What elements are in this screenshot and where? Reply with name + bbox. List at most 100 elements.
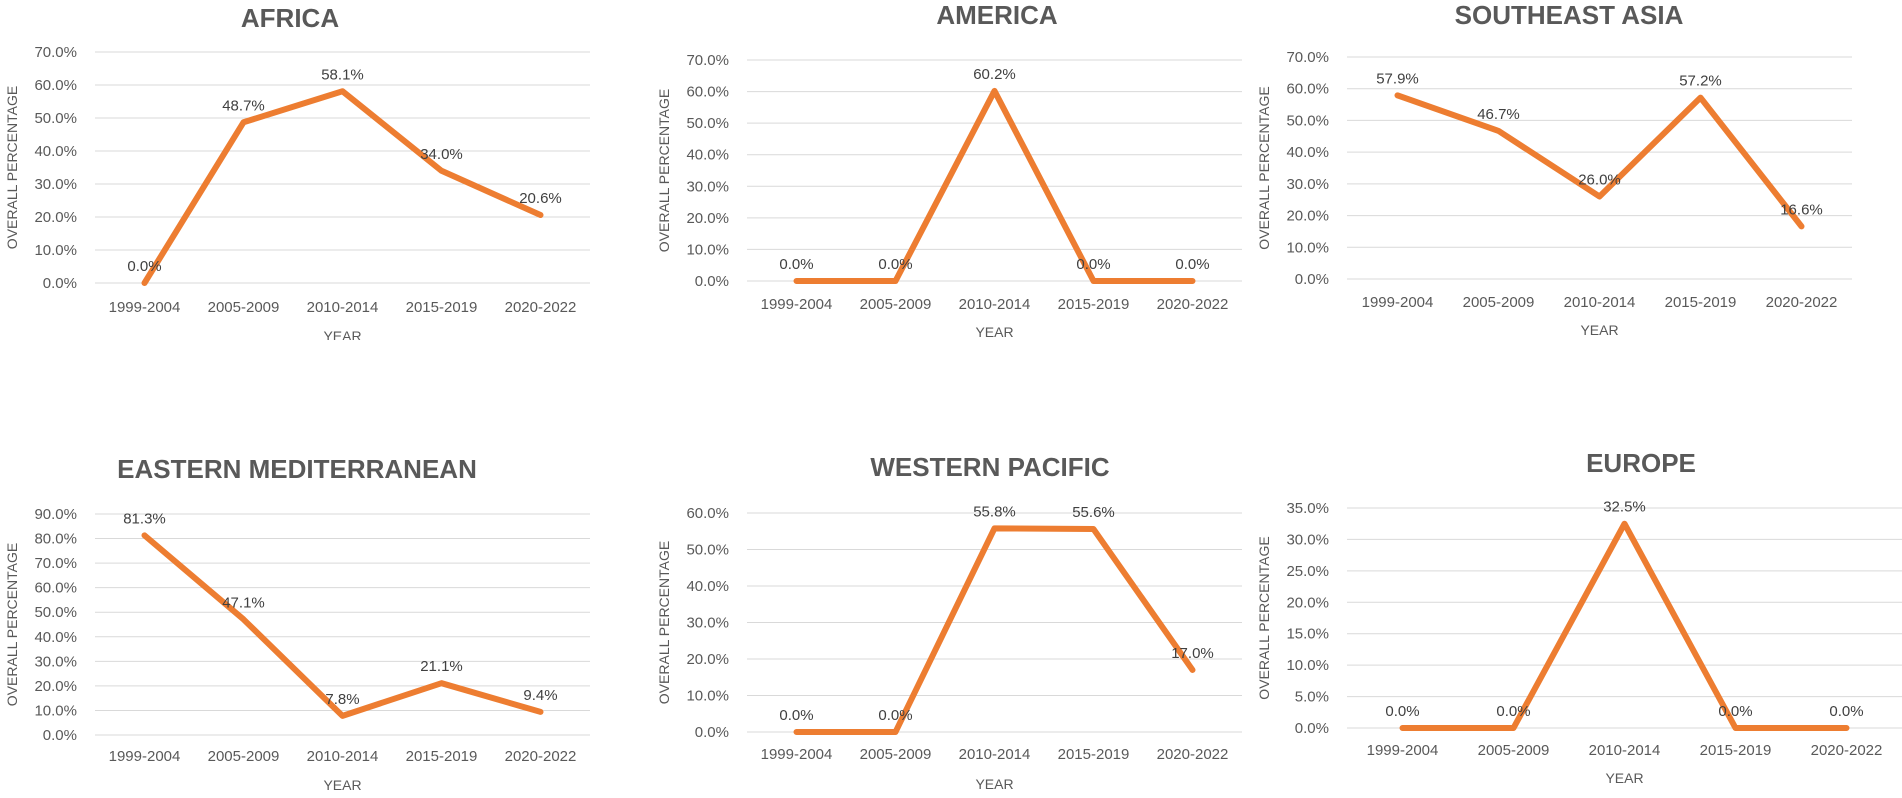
x-tick-label: 2015-2019 [1700,742,1772,759]
data-label: 0.0% [1496,703,1530,720]
data-label: 26.0% [1578,172,1621,189]
y-tick-label: 10.0% [1286,657,1329,674]
x-tick-label: 1999-2004 [109,299,181,316]
y-tick-label: 70.0% [1286,49,1329,66]
x-tick-label: 2020-2022 [1157,746,1229,763]
x-tick-label: 2020-2022 [1811,742,1883,759]
y-tick-label: 40.0% [686,147,729,164]
series-line [1399,520,1850,731]
data-label: 34.0% [420,146,463,163]
y-tick-label: 30.0% [686,615,729,632]
x-tick-label: 1999-2004 [761,746,833,763]
y-axis-label: OVERALL PERCENTAGE [656,89,672,252]
chart-title: SOUTHEAST ASIA [1455,0,1684,30]
y-tick-label: 5.0% [1295,689,1329,706]
data-label: 20.6% [519,190,562,207]
chart-title: AFRICA [241,3,339,33]
chart-svg: 0.0% 5.0% 10.0% 15.0% 20.0% 25.0% 30.0% 35.0% 19… [1256,448,1902,786]
y-tick-label: 10.0% [34,242,77,259]
y-tick-label: 50.0% [34,604,77,621]
y-axis-label: OVERALL PERCENTAGE [1256,86,1272,249]
chart-title: EASTERN MEDITERRANEAN [117,454,477,484]
x-tick-label: 2005-2009 [860,296,932,313]
data-label: 7.8% [325,691,359,708]
chart-europe: 0.0% 5.0% 10.0% 15.0% 20.0% 25.0% 30.0% 35.0% 19… [1252,448,1902,798]
series-line [141,532,544,719]
data-label: 0.0% [878,707,912,724]
x-tick-label: 1999-2004 [1367,742,1439,759]
chart-title: WESTERN PACIFIC [870,452,1110,482]
x-axis-label: YEAR [1605,770,1643,786]
chart-svg: 0.0% 10.0% 20.0% 30.0% 40.0% 50.0% 60.0% 70.0% 1… [1256,0,1852,338]
data-label: 55.6% [1072,504,1115,521]
y-tick-label: 0.0% [43,727,77,744]
x-tick-label: 2010-2014 [1589,742,1661,759]
y-axis-label: OVERALL PERCENTAGE [4,543,20,706]
data-label: 60.2% [973,66,1016,83]
y-tick-label: 50.0% [686,542,729,559]
y-tick-label: 30.0% [1286,531,1329,548]
y-tick-label: 10.0% [34,702,77,719]
data-label: 57.9% [1376,70,1419,87]
x-tick-label: 2005-2009 [860,746,932,763]
data-label: 47.1% [222,594,265,611]
chart-western-pacific: 0.0% 10.0% 20.0% 30.0% 40.0% 50.0% 60.0% 1999-2… [652,448,1252,798]
y-tick-label: 30.0% [1286,176,1329,193]
series-line [1394,92,1805,230]
data-label: 46.7% [1477,106,1520,123]
data-label: 17.0% [1171,645,1214,662]
y-tick-label: 20.0% [686,651,729,668]
data-label: 21.1% [420,658,463,675]
y-tick-label: 50.0% [34,110,77,127]
x-tick-label: 2015-2019 [1058,296,1130,313]
y-tick-label: 10.0% [686,241,729,258]
y-tick-label: 0.0% [1295,271,1329,288]
data-label: 0.0% [878,256,912,273]
data-label: 0.0% [779,256,813,273]
x-axis-label: YEAR [1580,322,1618,338]
chart-southeast-asia: 0.0% 10.0% 20.0% 30.0% 40.0% 50.0% 60.0% 70.0% 1… [1252,0,1902,340]
y-tick-label: 40.0% [34,143,77,160]
x-tick-label: 2015-2019 [1665,294,1737,311]
x-tick-label: 2020-2022 [505,299,577,316]
data-label: 0.0% [779,707,813,724]
x-tick-label: 2010-2014 [307,299,379,316]
data-label: 0.0% [1385,703,1419,720]
x-axis-label: YEAR [975,324,1013,340]
y-tick-label: 90.0% [34,506,77,523]
y-tick-label: 0.0% [1295,720,1329,737]
x-tick-label: 2010-2014 [307,748,379,765]
y-tick-label: 10.0% [1286,239,1329,256]
chart-title: EUROPE [1586,448,1696,478]
data-label: 0.0% [127,258,161,275]
chart-eastern-mediterranean: 0.0% 10.0% 20.0% 30.0% 40.0% 50.0% 60.0% 70.0% 8… [0,448,600,798]
x-tick-label: 1999-2004 [761,296,833,313]
data-label: 0.0% [1718,703,1752,720]
x-tick-label: 2005-2009 [208,299,280,316]
x-tick-label: 2010-2014 [959,296,1031,313]
data-label: 16.6% [1780,201,1823,218]
data-label: 9.4% [523,687,557,704]
y-tick-label: 60.0% [34,77,77,94]
series-line [793,525,1196,735]
y-tick-label: 30.0% [34,176,77,193]
chart-svg: 0.0% 10.0% 20.0% 30.0% 40.0% 50.0% 60.0% 1999-2… [656,452,1242,792]
y-tick-label: 20.0% [1286,594,1329,611]
x-tick-label: 2020-2022 [505,748,577,765]
x-tick-label: 2020-2022 [1157,296,1229,313]
y-tick-label: 20.0% [34,209,77,226]
chart-title: AMERICA [936,0,1058,30]
chart-svg: 0.0% 10.0% 20.0% 30.0% 40.0% 50.0% 60.0% 70.0% 1… [656,0,1242,340]
data-label: 57.2% [1679,73,1722,90]
y-tick-label: 20.0% [1286,208,1329,225]
x-tick-label: 2005-2009 [208,748,280,765]
y-tick-label: 20.0% [34,678,77,695]
x-tick-label: 2015-2019 [406,299,478,316]
y-tick-label: 25.0% [1286,563,1329,580]
data-label: 0.0% [1175,256,1209,273]
x-tick-label: 2005-2009 [1478,742,1550,759]
y-tick-label: 60.0% [34,580,77,597]
y-tick-label: 15.0% [1286,626,1329,643]
y-tick-label: 30.0% [34,653,77,670]
